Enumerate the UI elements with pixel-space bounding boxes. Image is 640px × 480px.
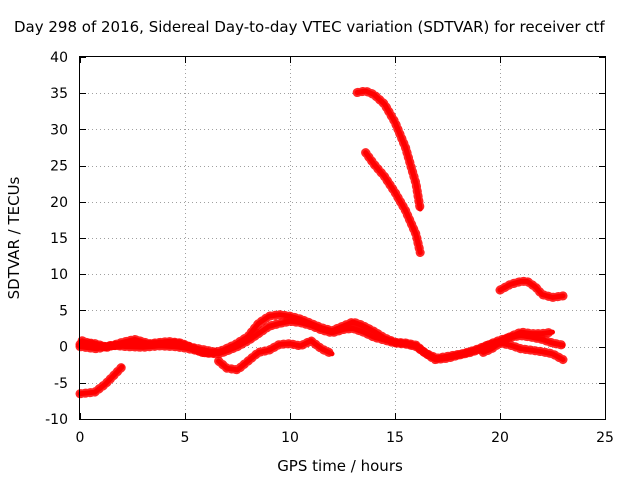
y-tick-label: 5	[59, 303, 68, 319]
x-tick-label: 20	[491, 430, 509, 446]
series-markers-arc-i	[361, 148, 425, 257]
y-tick-label: 35	[50, 86, 68, 102]
y-tick-label: -5	[54, 376, 68, 392]
y-tick-label: 25	[50, 159, 68, 175]
x-tick-label: 10	[281, 430, 299, 446]
y-tick-label: 20	[50, 195, 68, 211]
x-axis-label: GPS time / hours	[277, 457, 403, 475]
series-markers-arc-f	[478, 338, 568, 365]
chart-title: Day 298 of 2016, Sidereal Day-to-day VTE…	[14, 18, 605, 36]
axis-ticks: 0 5 10 15 20 25 -10 -5 0 5 10 15 20 25 30 35 40	[45, 50, 614, 446]
x-tick-label: 15	[386, 430, 404, 446]
series-markers-arc-d	[75, 362, 127, 399]
data-series	[75, 86, 568, 399]
x-tick-label: 5	[181, 430, 190, 446]
y-axis-label: SDTVAR / TECUs	[5, 176, 23, 299]
series-markers-arc-h	[352, 86, 425, 214]
series-markers-arc-g	[495, 276, 568, 302]
plot-frame	[79, 56, 606, 420]
series-markers-arc-e	[214, 336, 337, 375]
y-tick-label: 40	[50, 50, 68, 66]
y-tick-label: 0	[59, 340, 68, 356]
grid-lines	[80, 57, 605, 419]
x-tick-label: 0	[76, 430, 85, 446]
x-tick-label: 25	[596, 430, 614, 446]
series-markers-arc-c	[77, 334, 221, 357]
y-tick-label: 10	[50, 267, 68, 283]
y-tick-label: -10	[45, 412, 68, 428]
y-tick-label: 30	[50, 122, 68, 138]
y-tick-label: 15	[50, 231, 68, 247]
